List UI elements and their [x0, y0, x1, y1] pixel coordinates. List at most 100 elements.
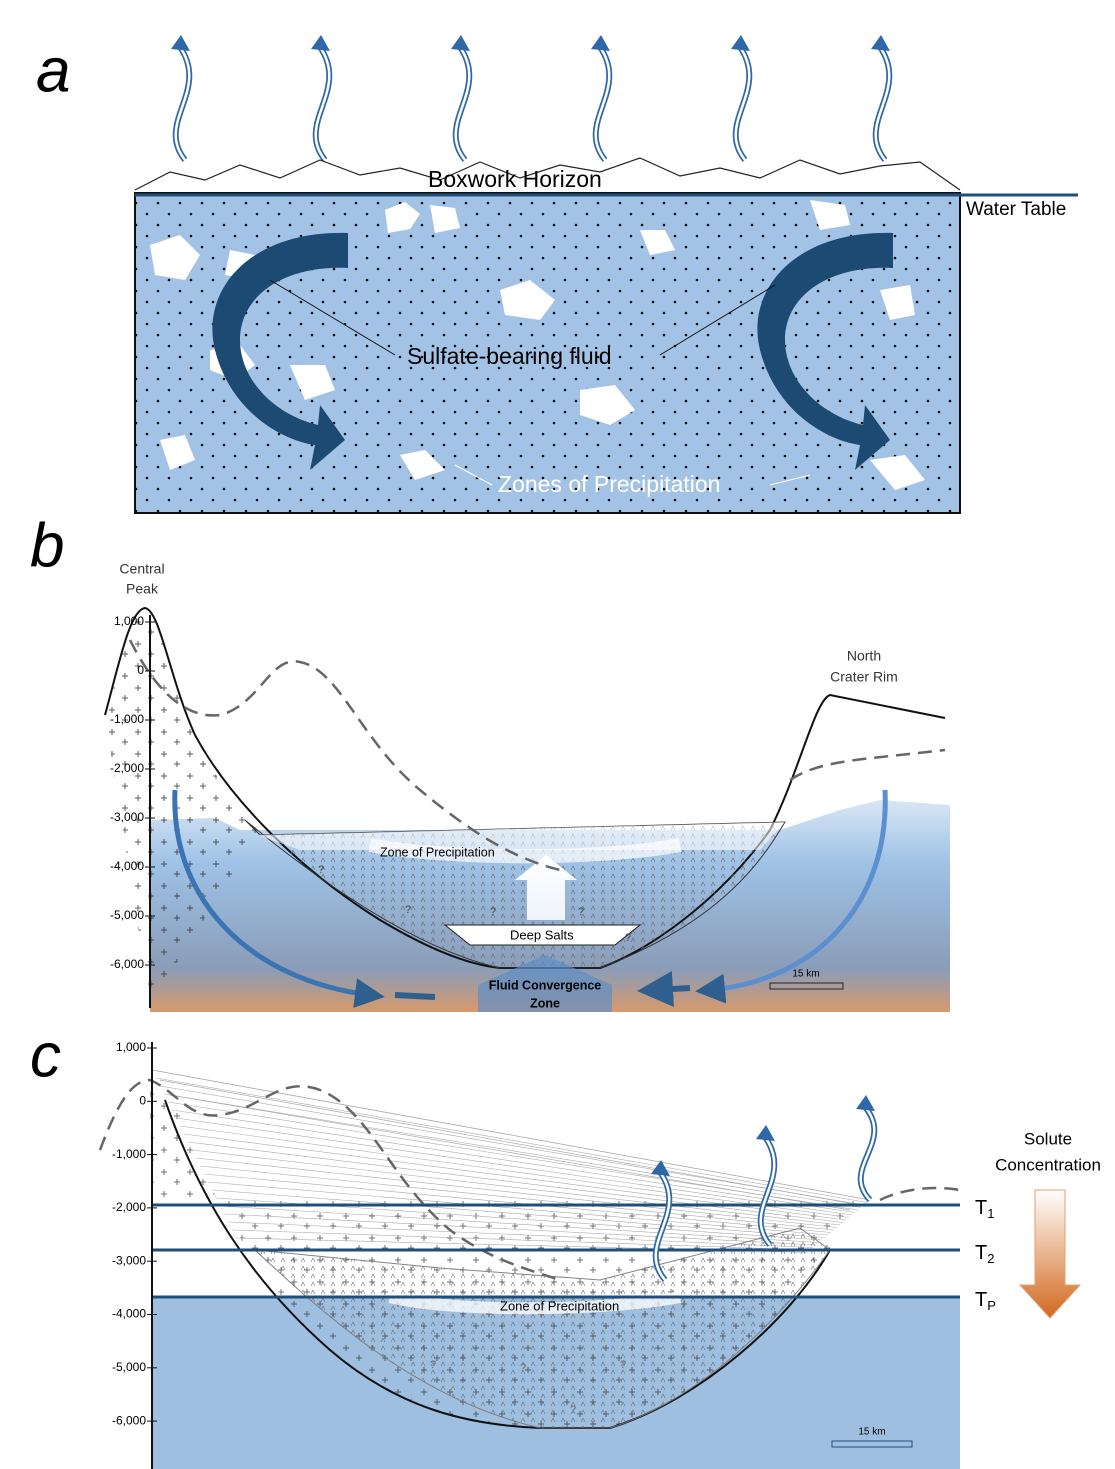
tick-label: 0: [139, 1093, 146, 1107]
panel-a: a Boxwork Horizon Water Table Sulfate-be…: [36, 35, 1078, 514]
vapor-arrow: [654, 1171, 671, 1281]
leader-lines: [454, 464, 811, 486]
convergence-label: Zone: [530, 996, 560, 1010]
solute-label: Solute: [1024, 1129, 1072, 1148]
arrow-head: [756, 1125, 775, 1141]
basin-fill: [253, 1227, 831, 1429]
vapor-arrow: [314, 46, 331, 161]
layer-line: [151, 1069, 871, 1201]
vapor-arrow: [454, 46, 471, 161]
arrow-head: [311, 35, 330, 51]
surface-label: Boxwork Horizon: [428, 166, 602, 192]
convergence-zone: [478, 955, 612, 1012]
boxwork-surface: [134, 157, 961, 191]
leader-lines: [269, 279, 776, 356]
tick-label: -2,000: [112, 1200, 146, 1214]
arrow-head: [871, 35, 890, 51]
layer-line: [163, 1093, 862, 1208]
dashed-profile: [98, 1078, 961, 1282]
layer-line: [175, 1117, 853, 1216]
layer-line: [199, 1165, 835, 1231]
y-axis-ticks: 1,000 0 -1,000 -2,000 -3,000 -4,000 -5,000 -6,0…: [112, 1040, 157, 1427]
vapor-arrow: [874, 46, 891, 161]
layer-line: [203, 1173, 832, 1233]
upper-unit: [258, 822, 785, 850]
tick-label: 1,000: [116, 1040, 146, 1054]
deep-salts-layer: [443, 924, 642, 946]
unknown-mark: ?: [405, 904, 411, 916]
layer-line: [155, 1077, 868, 1203]
vapor-arrows: [171, 35, 893, 162]
vapor-arrow: [734, 46, 751, 161]
tick-label: -3,000: [110, 810, 144, 824]
vapor-arrow: [174, 46, 191, 161]
tick-label: -4,000: [110, 859, 144, 873]
layer-line: [195, 1157, 838, 1228]
precipitation-zone: [368, 838, 682, 864]
tick-label: -6,000: [110, 957, 144, 971]
zone-label: Zone of Precipitation: [380, 845, 495, 859]
arrow-head: [731, 35, 750, 51]
level-sub: P: [987, 1298, 996, 1313]
unknown-mark: ?: [620, 1359, 626, 1371]
deep-salts-label: Deep Salts: [510, 927, 574, 942]
unknown-mark: ?: [318, 864, 324, 876]
panel-label: a: [36, 36, 70, 105]
precipitation-zone: [388, 1291, 682, 1315]
scale-label: 15 km: [792, 969, 819, 980]
layer-line: [231, 1229, 811, 1251]
tick-label: -4,000: [112, 1307, 146, 1321]
vapor-arrow: [759, 1136, 776, 1246]
layer-line: [207, 1181, 829, 1236]
tick-label: -5,000: [112, 1360, 146, 1374]
panel-label: b: [30, 511, 64, 580]
bedrock: [105, 608, 260, 1005]
layer-line: [191, 1149, 841, 1226]
peak-label: Central: [119, 561, 164, 577]
layer-line: [159, 1085, 865, 1206]
layer-line: [167, 1101, 859, 1211]
level-name: T: [975, 1242, 987, 1264]
tick-label: -3,000: [112, 1253, 146, 1267]
unknown-mark: ?: [430, 1359, 436, 1371]
fluid-label: Sulfate-bearing fluid: [407, 343, 612, 369]
tick-label: -6,000: [112, 1413, 146, 1427]
level-name: T: [975, 1289, 987, 1311]
basin-fill: [244, 819, 786, 969]
dashed-profile: [128, 639, 946, 872]
unknown-mark: ?: [625, 932, 631, 944]
concentration-arrow: [1018, 1189, 1082, 1319]
vapor-arrow: [859, 1106, 876, 1201]
convergence-label: Fluid Convergence: [489, 978, 602, 992]
layer-line: [227, 1221, 814, 1248]
layer-line: [187, 1141, 844, 1223]
crater-profile: [164, 1099, 831, 1429]
precipitation-label: Zones of Precipitation: [498, 471, 720, 497]
unknown-mark: ?: [570, 1404, 576, 1416]
fluid-path: [695, 789, 888, 1004]
unknown-mark: ?: [490, 906, 496, 918]
scale-label: 15 km: [858, 1427, 885, 1438]
level-name: T: [975, 1197, 987, 1219]
panel-b: b Zone of Precipitation Deep Salts Fluid…: [30, 511, 950, 1012]
solute-label: Concentration: [995, 1155, 1101, 1174]
fluid-arrows: [212, 232, 893, 470]
layer-line: [219, 1205, 820, 1243]
level-label: TP: [975, 1289, 996, 1313]
layer-line: [211, 1189, 826, 1238]
level-label: T2: [975, 1242, 994, 1266]
fluid-path: [394, 988, 691, 997]
rim-label: North: [847, 648, 881, 664]
unknown-mark: ?: [578, 906, 584, 918]
arrow-head: [451, 35, 470, 51]
vapor-arrow: [594, 46, 611, 161]
layer-line: [223, 1213, 817, 1246]
scale-bar: [769, 982, 844, 990]
unknown-mark: ?: [520, 1362, 526, 1374]
fluid-path: [172, 789, 385, 1009]
arrow-head: [651, 1160, 670, 1176]
vapor-arrows: [651, 1095, 878, 1282]
